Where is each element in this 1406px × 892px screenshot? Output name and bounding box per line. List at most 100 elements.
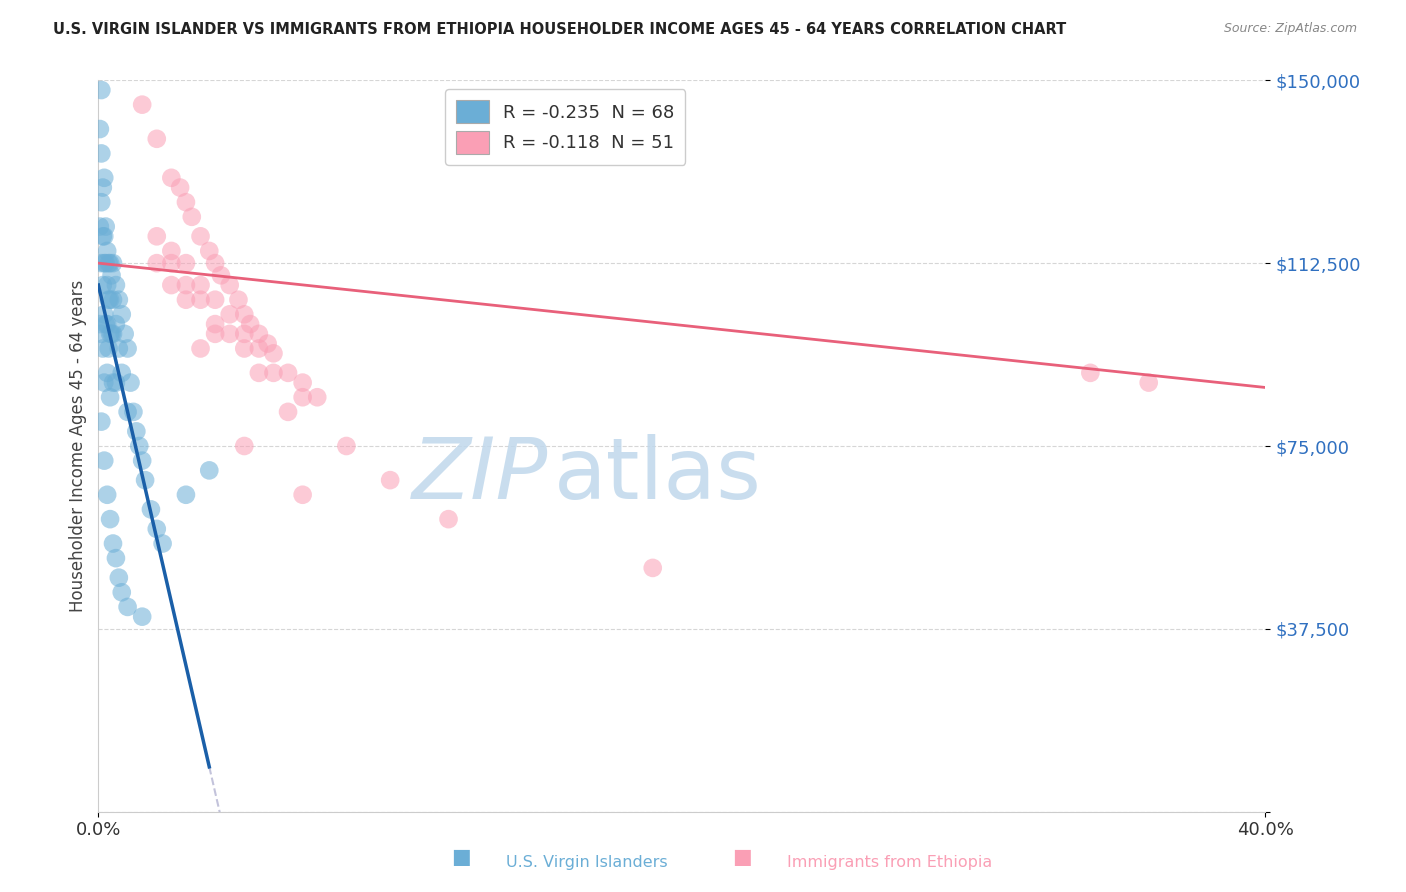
- Point: [198, 463, 221, 477]
- Point: [204, 317, 226, 331]
- Point: [174, 278, 197, 293]
- Point: [160, 256, 183, 270]
- Text: ■: ■: [733, 847, 752, 867]
- Point: [96, 278, 118, 293]
- Point: [96, 366, 118, 380]
- Point: [139, 502, 162, 516]
- Point: [98, 512, 121, 526]
- Text: ■: ■: [451, 847, 471, 867]
- Point: [93, 453, 115, 467]
- Point: [97, 342, 120, 356]
- Point: [262, 366, 284, 380]
- Point: [277, 366, 299, 380]
- Point: [93, 229, 115, 244]
- Point: [204, 293, 226, 307]
- Point: [146, 229, 169, 244]
- Point: [1080, 366, 1102, 380]
- Point: [98, 326, 121, 341]
- Point: [97, 256, 120, 270]
- Point: [104, 376, 127, 390]
- Point: [91, 278, 114, 293]
- Y-axis label: Householder Income Ages 45 - 64 years: Householder Income Ages 45 - 64 years: [69, 280, 87, 612]
- Point: [1137, 376, 1160, 390]
- Text: Immigrants from Ethiopia: Immigrants from Ethiopia: [787, 855, 993, 870]
- Point: [180, 210, 202, 224]
- Point: [117, 599, 139, 614]
- Point: [91, 229, 114, 244]
- Point: [111, 307, 134, 321]
- Point: [160, 244, 183, 258]
- Point: [247, 326, 270, 341]
- Point: [160, 278, 183, 293]
- Point: [160, 170, 183, 185]
- Point: [128, 439, 150, 453]
- Point: [101, 376, 124, 390]
- Point: [125, 425, 148, 439]
- Point: [93, 170, 115, 185]
- Point: [108, 342, 131, 356]
- Point: [89, 219, 111, 234]
- Point: [131, 453, 153, 467]
- Point: [117, 342, 139, 356]
- Point: [131, 97, 153, 112]
- Point: [335, 439, 357, 453]
- Point: [93, 307, 115, 321]
- Point: [104, 278, 127, 293]
- Point: [90, 83, 112, 97]
- Point: [134, 473, 156, 487]
- Point: [98, 256, 121, 270]
- Point: [98, 293, 121, 307]
- Point: [100, 268, 122, 283]
- Point: [174, 195, 197, 210]
- Point: [307, 390, 329, 404]
- Point: [256, 336, 278, 351]
- Point: [94, 256, 117, 270]
- Point: [233, 342, 256, 356]
- Point: [90, 256, 112, 270]
- Text: U.S. Virgin Islanders: U.S. Virgin Islanders: [506, 855, 668, 870]
- Point: [152, 536, 174, 550]
- Point: [277, 405, 299, 419]
- Point: [204, 256, 226, 270]
- Point: [94, 317, 117, 331]
- Point: [97, 293, 120, 307]
- Point: [291, 488, 314, 502]
- Point: [89, 317, 111, 331]
- Point: [104, 317, 127, 331]
- Point: [218, 278, 240, 293]
- Text: ZIP: ZIP: [412, 434, 548, 516]
- Point: [190, 293, 212, 307]
- Point: [117, 405, 139, 419]
- Point: [90, 415, 112, 429]
- Point: [190, 229, 212, 244]
- Point: [190, 342, 212, 356]
- Point: [104, 551, 127, 566]
- Point: [190, 278, 212, 293]
- Point: [380, 473, 402, 487]
- Point: [120, 376, 142, 390]
- Text: atlas: atlas: [554, 434, 762, 516]
- Point: [96, 317, 118, 331]
- Text: Source: ZipAtlas.com: Source: ZipAtlas.com: [1223, 22, 1357, 36]
- Legend: R = -0.235  N = 68, R = -0.118  N = 51: R = -0.235 N = 68, R = -0.118 N = 51: [446, 89, 685, 165]
- Point: [233, 326, 256, 341]
- Point: [146, 132, 169, 146]
- Point: [89, 122, 111, 136]
- Point: [209, 268, 232, 283]
- Point: [233, 307, 256, 321]
- Point: [101, 256, 124, 270]
- Point: [131, 609, 153, 624]
- Point: [108, 293, 131, 307]
- Point: [91, 180, 114, 194]
- Point: [228, 293, 250, 307]
- Point: [247, 342, 270, 356]
- Point: [108, 571, 131, 585]
- Point: [111, 585, 134, 599]
- Point: [111, 366, 134, 380]
- Point: [174, 256, 197, 270]
- Point: [437, 512, 460, 526]
- Point: [101, 293, 124, 307]
- Point: [93, 256, 115, 270]
- Point: [174, 488, 197, 502]
- Point: [291, 376, 314, 390]
